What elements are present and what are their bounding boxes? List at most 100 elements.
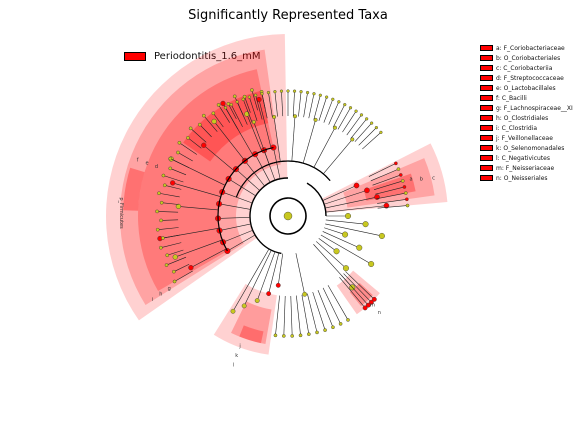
enriched-node xyxy=(266,291,272,297)
tree-branch xyxy=(177,152,193,162)
tree-branch xyxy=(225,107,239,130)
clade-highlight xyxy=(120,49,281,306)
tree-branch xyxy=(377,205,408,209)
tree-branch xyxy=(281,91,284,117)
node xyxy=(272,114,277,119)
tree-branch xyxy=(295,253,305,295)
node xyxy=(305,90,310,95)
tree-branch xyxy=(343,273,372,303)
abbreviation-legend-swatch xyxy=(480,45,493,51)
node xyxy=(177,140,182,145)
class-legend-label: Periodontitis_1.6_mM xyxy=(154,51,261,62)
node xyxy=(290,334,294,338)
clade-label: k xyxy=(235,353,238,359)
abbreviation-legend-swatch xyxy=(480,135,493,141)
node xyxy=(211,111,216,116)
tree-branch xyxy=(327,285,349,321)
enriched-node xyxy=(362,305,368,311)
tree-branch xyxy=(323,139,353,175)
node xyxy=(226,102,231,106)
abbreviation-legend-swatch xyxy=(480,75,493,81)
abbreviation-legend-item: l: C_Negativicutes xyxy=(480,153,573,163)
tree-branch xyxy=(190,128,207,143)
node xyxy=(374,126,378,130)
node xyxy=(299,90,303,94)
class-legend: Periodontitis_1.6_mM xyxy=(124,51,261,62)
tree-branch xyxy=(339,277,366,309)
enriched-node xyxy=(201,142,207,148)
node xyxy=(175,203,182,210)
node xyxy=(343,103,347,107)
node xyxy=(157,191,161,196)
clade-label: h xyxy=(159,291,162,297)
tree-branch xyxy=(236,101,248,125)
tree-branch xyxy=(166,256,187,266)
clade-label: e xyxy=(146,161,149,167)
node xyxy=(223,106,228,110)
clade-label: c xyxy=(432,176,435,182)
node xyxy=(298,333,303,338)
node xyxy=(362,221,369,228)
abbreviation-legend-item: g: F_Lachnospiraceae__XI xyxy=(480,103,573,113)
node xyxy=(172,279,177,284)
tree-branch xyxy=(244,160,265,187)
clade-highlight xyxy=(106,34,288,321)
tree-branch xyxy=(301,294,310,335)
node xyxy=(286,89,290,93)
clade-highlight xyxy=(123,167,145,211)
tree-branch xyxy=(268,252,280,294)
class-legend-swatch xyxy=(124,52,146,61)
tree-branch xyxy=(298,91,302,117)
abbreviation-legend: a: F_Coriobacteriaceae b: O_Coriobacteria… xyxy=(480,43,573,183)
tree-branch xyxy=(312,291,326,331)
tree-branch xyxy=(179,142,197,155)
node xyxy=(282,334,286,338)
enriched-node xyxy=(353,182,360,189)
clade-label: j xyxy=(238,344,240,350)
tree-branch xyxy=(213,113,224,128)
node xyxy=(168,156,173,161)
abbreviation-legend-item: k: O_Selenomonadales xyxy=(480,143,573,153)
tree-branch xyxy=(255,95,263,120)
tree-branch xyxy=(157,211,179,213)
abbreviation-legend-label: a: F_Coriobacteriaceae xyxy=(496,44,565,52)
node xyxy=(229,103,233,107)
tree-branch xyxy=(249,97,258,121)
enriched-node xyxy=(364,187,370,194)
clade-label: b xyxy=(420,176,423,182)
node xyxy=(172,269,176,274)
clade-label: d xyxy=(155,164,158,170)
tree-branch xyxy=(172,182,221,197)
node xyxy=(242,94,247,99)
tree-branch xyxy=(228,103,237,120)
abbreviation-legend-swatch xyxy=(480,145,493,151)
tree-branch xyxy=(157,227,179,230)
abbreviation-legend-item: e: O_Lactobacillales xyxy=(480,83,573,93)
tree-branch xyxy=(219,223,251,231)
abbreviation-legend-item: f: C_Bacilli xyxy=(480,93,573,103)
abbreviation-legend-label: d: F_Streptococcaceae xyxy=(496,74,564,82)
clade-highlight xyxy=(213,283,277,355)
node xyxy=(254,298,260,303)
phylum-label: p_Firmicutes xyxy=(118,197,124,229)
clade-label: f xyxy=(137,157,139,163)
enriched-node xyxy=(275,282,281,288)
tree-branch xyxy=(235,168,260,191)
enriched-node xyxy=(402,185,407,189)
tree-branch xyxy=(219,203,251,210)
tree-arc xyxy=(249,177,289,255)
tree-branch xyxy=(273,147,281,179)
node xyxy=(331,97,335,101)
tree-branch xyxy=(190,248,227,268)
node xyxy=(318,93,322,97)
node xyxy=(312,92,316,96)
node xyxy=(283,211,293,221)
node xyxy=(345,212,352,219)
abbreviation-legend-swatch xyxy=(480,85,493,91)
tree-branch xyxy=(328,101,340,125)
tree-branch xyxy=(341,275,369,306)
tree-branch xyxy=(324,227,346,235)
abbreviation-legend-label: m: F_Neisseriaceae xyxy=(496,164,555,172)
abbreviation-legend-swatch xyxy=(480,105,493,111)
node xyxy=(332,125,337,130)
